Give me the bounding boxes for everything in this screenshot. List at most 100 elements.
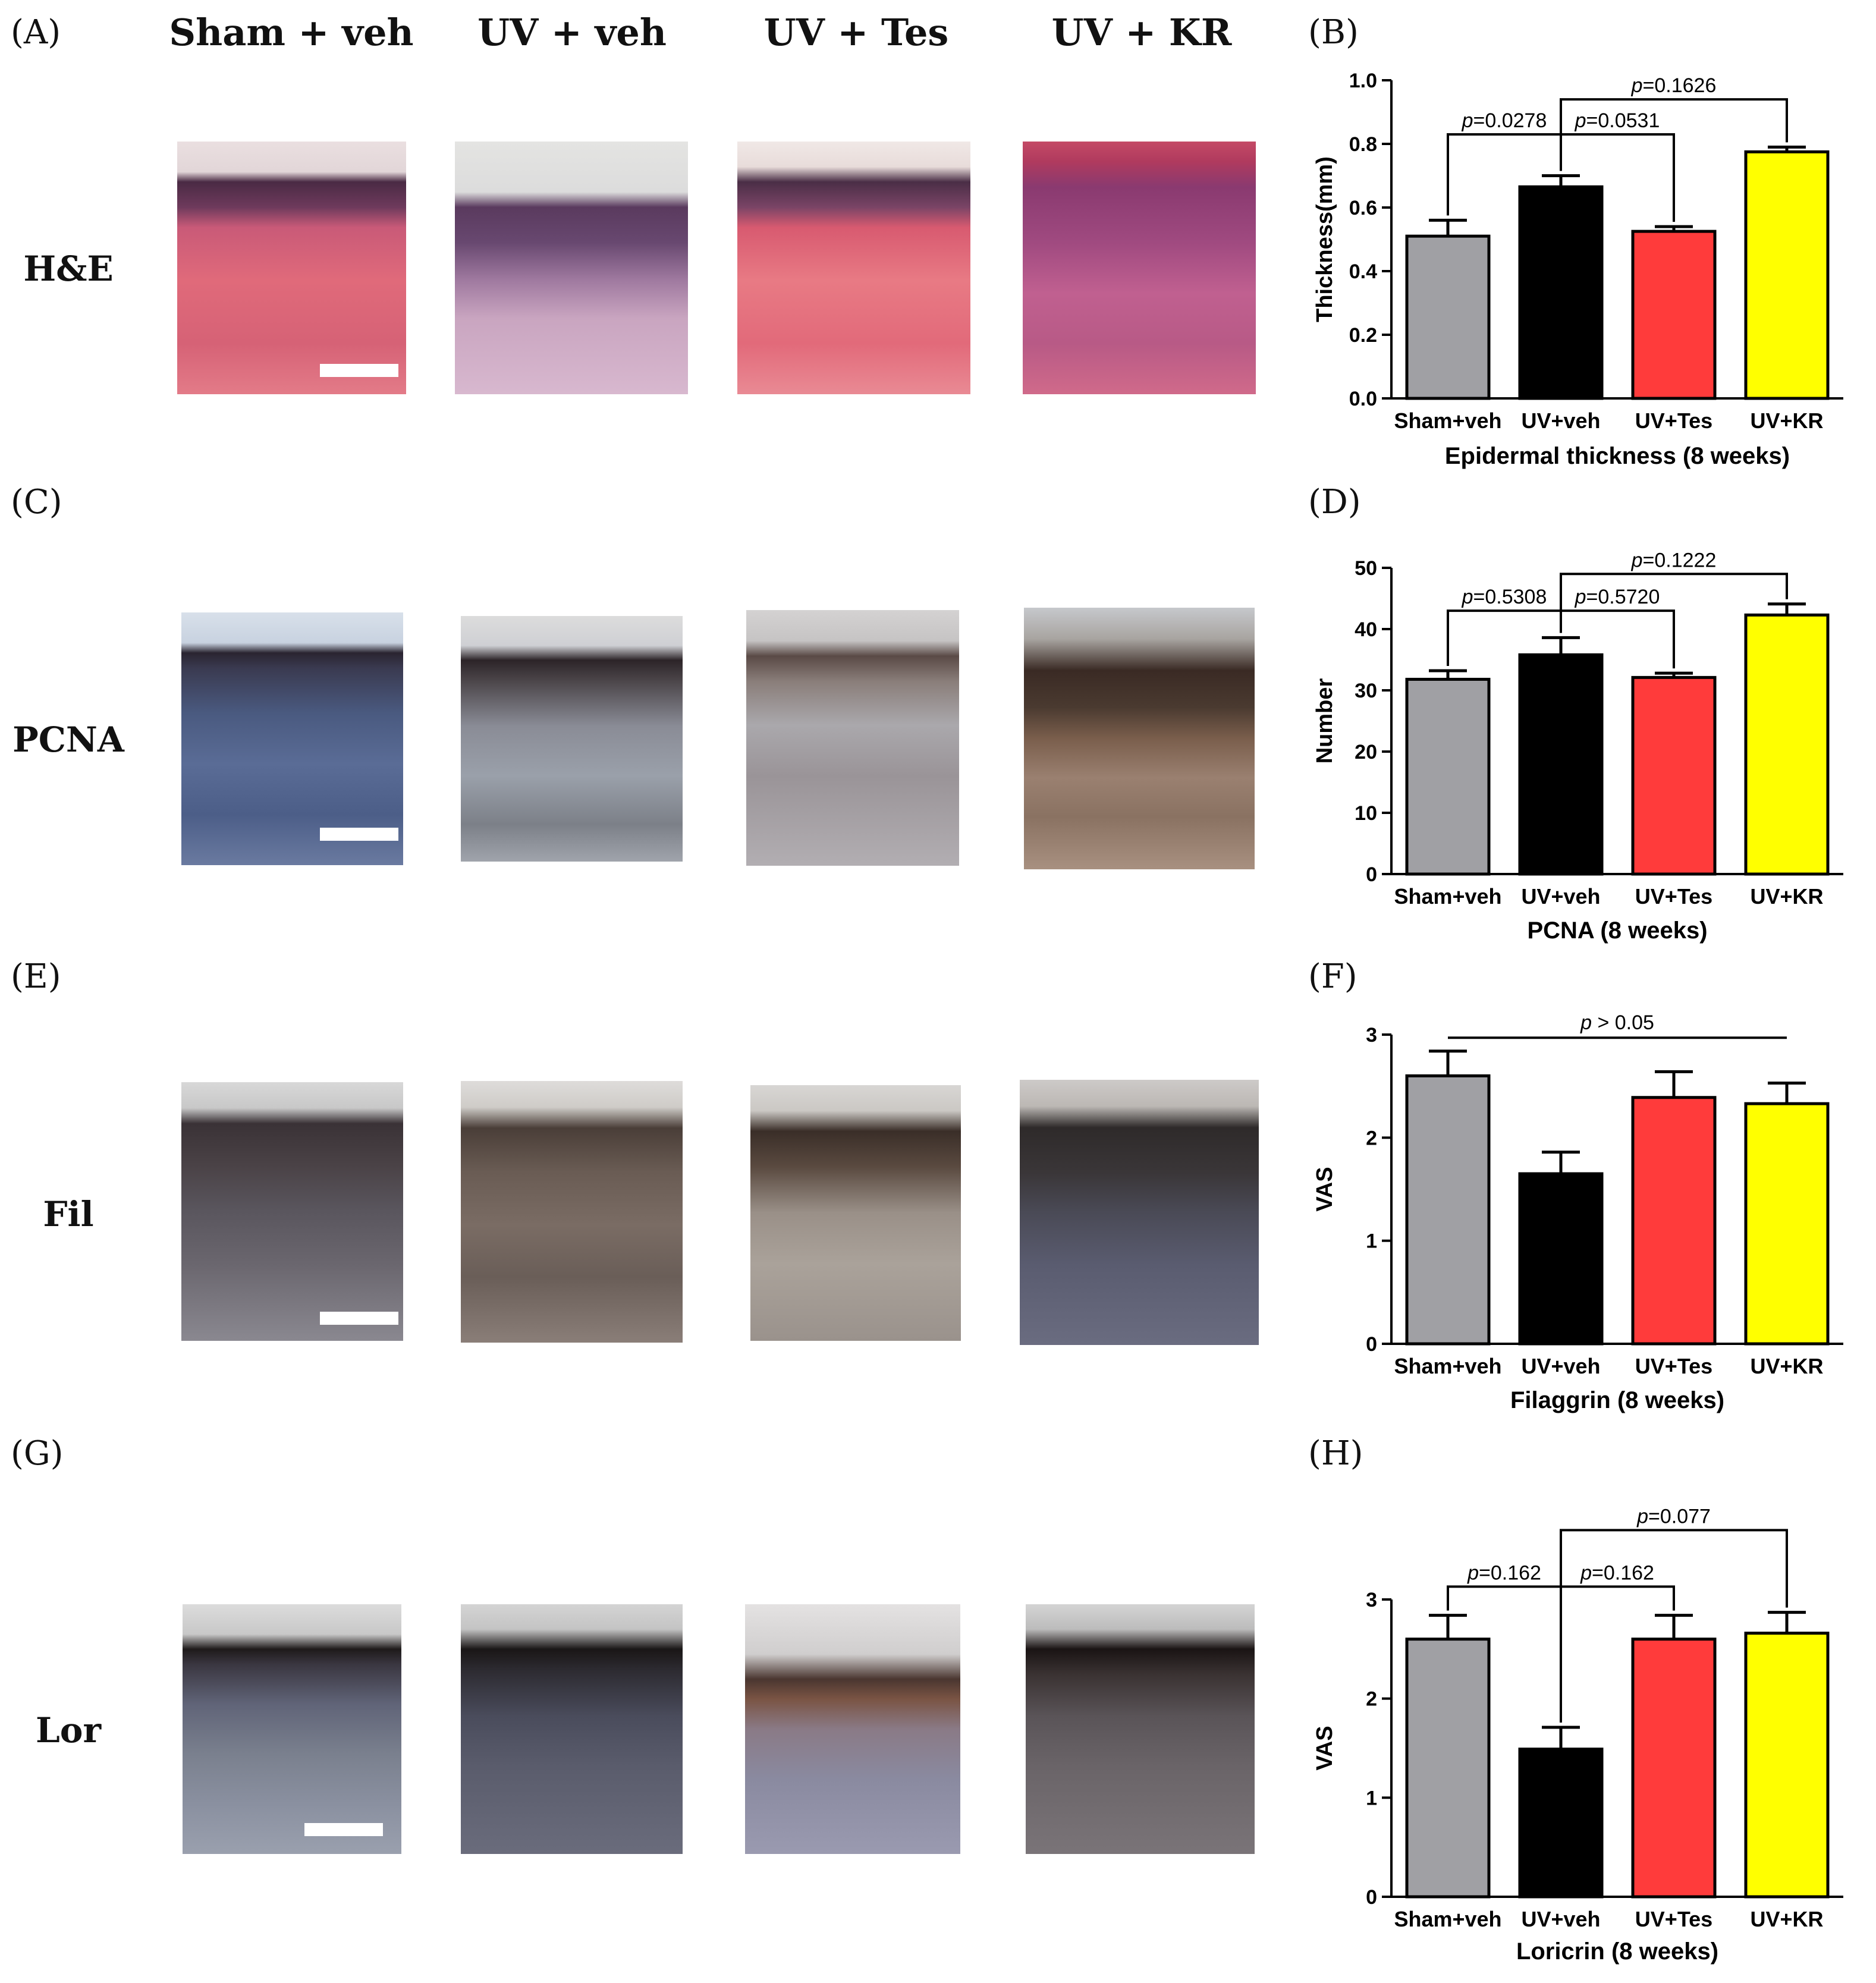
category-label: UV+Tes	[1635, 1354, 1712, 1378]
row-label-he: H&E	[23, 249, 114, 289]
bar-uv-kr	[1744, 613, 1830, 876]
p-value-label: p=0.162	[1580, 1561, 1654, 1584]
p-value-label: p=0.5720	[1575, 586, 1660, 608]
bar-chart-filaggrin: 0 1 2 3 VAS Sham+veh UV+veh UV+Tes UV+KR Filaggri…	[1312, 1011, 1843, 1413]
micrograph-fil-uv-kr	[1020, 1080, 1259, 1345]
micrograph-pcna-uv-veh	[461, 616, 683, 862]
micrograph-fil-uv-veh	[461, 1081, 683, 1343]
p-value-label: p=0.1222	[1631, 549, 1717, 571]
scale-bar-he	[320, 364, 398, 377]
category-label: UV+veh	[1521, 1907, 1600, 1931]
p-value-label: p=0.1626	[1631, 74, 1717, 97]
significance-bracket	[1560, 98, 1788, 171]
column-header-uv-veh: UV + veh	[477, 11, 667, 54]
y-tick-label: 30	[1355, 680, 1377, 702]
y-tick-label: 50	[1355, 557, 1377, 580]
bar-uv-kr	[1744, 150, 1830, 400]
panel-letter-f: (F)	[1308, 957, 1357, 996]
category-label: Sham+veh	[1394, 408, 1501, 433]
row-label-pcna: PCNA	[12, 719, 124, 760]
scale-bar-fil	[320, 1312, 398, 1325]
category-label: UV+KR	[1750, 884, 1823, 909]
micrograph-fil-uv-tes	[750, 1085, 961, 1341]
scale-bar-pcna	[320, 828, 398, 841]
y-tick-label: 0.0	[1349, 388, 1377, 410]
y-tick-label: 1	[1366, 1230, 1377, 1253]
bar-uv-veh	[1518, 1748, 1604, 1899]
p-value-number: =0.0278	[1473, 109, 1547, 132]
column-header-uv-tes: UV + Tes	[763, 11, 949, 54]
p-value-label: p=0.162	[1467, 1561, 1541, 1584]
p-value-number: =0.162	[1479, 1561, 1541, 1584]
y-tick-label: 1	[1366, 1787, 1377, 1809]
bar-uv-tes	[1631, 675, 1717, 876]
x-axis-label: Epidermal thickness (8 weeks)	[1445, 443, 1790, 469]
x-axis-label: PCNA (8 weeks)	[1527, 917, 1707, 944]
micrograph-he-uv-kr	[1023, 142, 1256, 394]
micrograph-he-sham-veh	[177, 142, 406, 394]
bar-uv-tes	[1631, 1638, 1717, 1899]
bar-uv-tes	[1631, 1096, 1717, 1346]
y-axis-label: VAS	[1312, 1726, 1337, 1770]
micrograph-fil-sham-veh	[181, 1082, 403, 1341]
p-value-number: =0.5308	[1473, 586, 1547, 608]
category-label: UV+KR	[1750, 1354, 1823, 1378]
p-value-label: p=0.5308	[1462, 586, 1547, 608]
category-label: UV+Tes	[1635, 884, 1712, 909]
panel-letter-e: (E)	[11, 957, 61, 996]
overall-p-value-label: p > 0.05	[1580, 1011, 1654, 1034]
category-label: Sham+veh	[1394, 1907, 1501, 1931]
panel-letter-d: (D)	[1308, 483, 1361, 521]
y-tick-label: 0.6	[1349, 197, 1377, 219]
micrograph-pcna-uv-kr	[1024, 608, 1255, 869]
bar-sham-veh	[1405, 677, 1491, 876]
panel-letter-g: (G)	[11, 1434, 64, 1473]
column-header-uv-kr: UV + KR	[1051, 11, 1232, 54]
y-tick-label: 0.4	[1349, 260, 1377, 283]
y-tick-label: 0	[1366, 863, 1377, 886]
p-value-number: =0.1626	[1643, 74, 1717, 97]
y-tick-label: 3	[1366, 1589, 1377, 1611]
y-tick-label: 10	[1355, 802, 1377, 825]
micrograph-he-uv-tes	[737, 142, 970, 394]
bar-chart-epidermal-thickness: 0.0 0.2 0.4 0.6 0.8 1.0 Thickness(mm) Sham+veh U…	[1312, 70, 1843, 469]
category-label: UV+KR	[1750, 1907, 1823, 1931]
category-label: UV+veh	[1521, 408, 1600, 433]
micrograph-he-uv-veh	[455, 142, 688, 394]
category-label: Sham+veh	[1394, 1354, 1501, 1378]
bar-uv-veh	[1518, 653, 1604, 876]
micrograph-lor-uv-veh	[461, 1604, 683, 1854]
bar-uv-tes	[1631, 230, 1717, 400]
panel-letter-a: (A)	[11, 13, 61, 52]
x-axis-label: Filaggrin (8 weeks)	[1510, 1387, 1724, 1413]
y-tick-label: 2	[1366, 1688, 1377, 1711]
p-value-label: p=0.0278	[1462, 109, 1547, 132]
micrograph-lor-uv-kr	[1026, 1604, 1255, 1854]
p-value-number: =0.5720	[1586, 586, 1660, 608]
y-tick-label: 0.8	[1349, 133, 1377, 156]
panel-letter-b: (B)	[1308, 13, 1359, 52]
micrograph-lor-sham-veh	[183, 1604, 401, 1854]
bar-sham-veh	[1405, 1074, 1491, 1346]
p-value-label: p=0.0531	[1575, 109, 1660, 132]
bar-uv-kr	[1744, 1632, 1830, 1899]
bar-uv-veh	[1518, 1172, 1604, 1346]
y-tick-label: 20	[1355, 741, 1377, 763]
bar-chart-pcna: 0 10 20 30 40 50 Number Sham+veh UV+veh UV+Tes UV+…	[1312, 549, 1843, 944]
significance-bracket	[1560, 573, 1788, 633]
panel-letter-h: (H)	[1308, 1434, 1363, 1473]
category-label: UV+veh	[1521, 1354, 1600, 1378]
row-label-lor: Lor	[35, 1710, 102, 1751]
y-tick-label: 40	[1355, 618, 1377, 641]
y-tick-label: 0.2	[1349, 324, 1377, 347]
panel-letter-c: (C)	[11, 483, 62, 521]
micrograph-pcna-sham-veh	[181, 612, 403, 865]
y-tick-label: 3	[1366, 1024, 1377, 1047]
bar-sham-veh	[1405, 234, 1491, 400]
category-label: UV+KR	[1750, 408, 1823, 433]
row-label-fil: Fil	[43, 1194, 94, 1234]
y-tick-label: 0	[1366, 1333, 1377, 1356]
category-label: UV+veh	[1521, 884, 1600, 909]
micrograph-lor-uv-tes	[745, 1604, 960, 1854]
x-axis-label: Loricrin (8 weeks)	[1516, 1938, 1718, 1965]
